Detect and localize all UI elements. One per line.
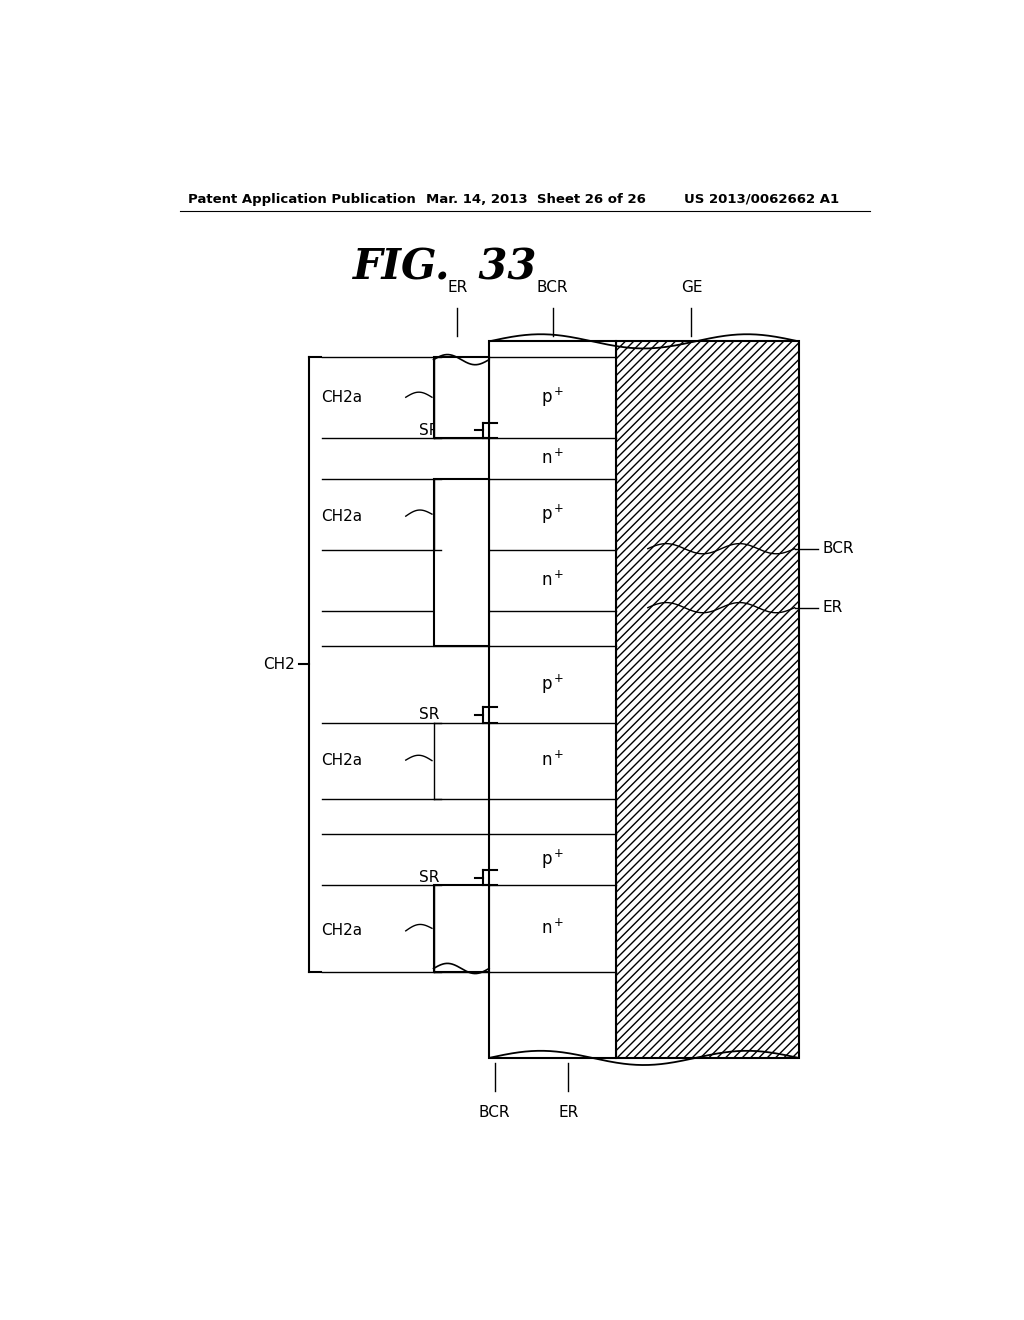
Text: BCR: BCR	[537, 280, 568, 294]
Text: FIG.  33: FIG. 33	[353, 246, 538, 288]
Text: SR: SR	[419, 422, 439, 438]
Text: SR: SR	[419, 708, 439, 722]
Text: ER: ER	[447, 280, 468, 294]
Text: CH2a: CH2a	[321, 752, 362, 768]
Text: CH2a: CH2a	[321, 924, 362, 939]
Text: BCR: BCR	[479, 1105, 510, 1119]
Text: p$^+$: p$^+$	[541, 503, 564, 525]
Text: Mar. 14, 2013  Sheet 26 of 26: Mar. 14, 2013 Sheet 26 of 26	[426, 193, 645, 206]
Text: Patent Application Publication: Patent Application Publication	[187, 193, 416, 206]
Text: ER: ER	[822, 601, 843, 615]
Text: CH2a: CH2a	[321, 508, 362, 524]
Text: n$^+$: n$^+$	[541, 570, 564, 590]
Text: n$^+$: n$^+$	[541, 919, 564, 937]
Bar	[433, 479, 489, 647]
Text: BCR: BCR	[822, 541, 854, 556]
Text: n$^+$: n$^+$	[541, 751, 564, 770]
Text: p$^+$: p$^+$	[541, 672, 564, 696]
Bar	[433, 886, 489, 972]
Text: GE: GE	[681, 280, 702, 294]
Bar	[616, 342, 799, 1057]
Text: ER: ER	[558, 1105, 579, 1119]
Text: US 2013/0062662 A1: US 2013/0062662 A1	[684, 193, 839, 206]
Text: p$^+$: p$^+$	[541, 385, 564, 409]
Bar	[433, 356, 489, 438]
Text: n$^+$: n$^+$	[541, 449, 564, 467]
Bar	[489, 342, 616, 1057]
Text: p$^+$: p$^+$	[541, 847, 564, 871]
Text: CH2a: CH2a	[321, 389, 362, 405]
Text: CH2: CH2	[263, 656, 295, 672]
Text: SR: SR	[419, 870, 439, 884]
